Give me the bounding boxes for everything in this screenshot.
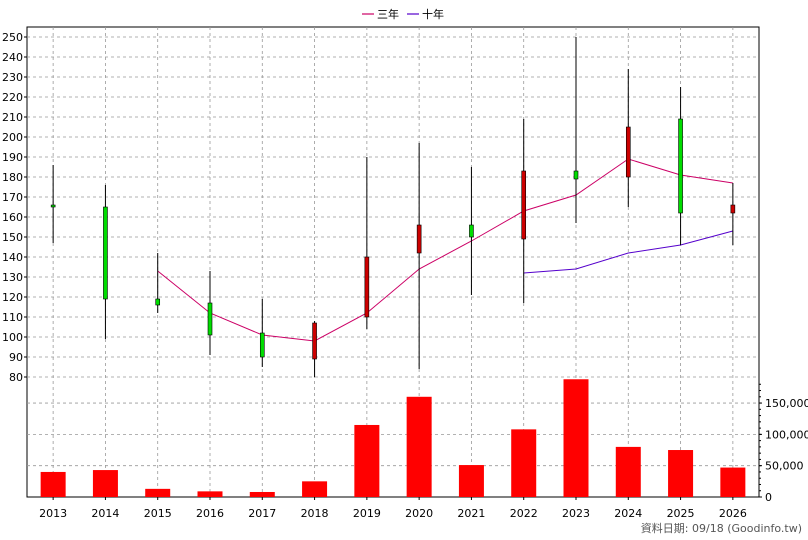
- candle-body: [103, 206, 108, 300]
- volume-axis: 0 50,000 100,000 150,000: [759, 383, 808, 504]
- x-tick-label: 2018: [301, 507, 329, 520]
- candle-body: [207, 302, 213, 336]
- price-tick-label: 150: [2, 231, 23, 244]
- price-tick-label: 220: [2, 91, 23, 104]
- data-date-footer: 資料日期: 09/18 (Goodinfo.tw): [640, 522, 802, 535]
- moving-average-lines: [157, 158, 733, 342]
- x-tick-label: 2022: [510, 507, 538, 520]
- price-tick-label: 140: [2, 251, 23, 264]
- x-tick-label: 2021: [457, 507, 485, 520]
- candle-body: [730, 204, 736, 214]
- price-tick-label: 200: [2, 131, 23, 144]
- x-tick-label: 2017: [248, 507, 276, 520]
- price-tick-label: 190: [2, 151, 23, 164]
- volume-bar: [145, 488, 171, 497]
- price-tick-label: 120: [2, 291, 23, 304]
- price-tick-label: 90: [9, 351, 23, 364]
- volume-bar: [406, 396, 432, 497]
- price-tick-label: 160: [2, 211, 23, 224]
- volume-bar: [302, 481, 328, 497]
- volume-bar: [563, 379, 589, 497]
- volume-bar: [354, 424, 380, 497]
- volume-tick-label: 50,000: [765, 460, 804, 473]
- price-axis: 80 90 100 110 120 130 140 150 160 170 180 190 200 210…: [2, 31, 27, 384]
- x-axis: 2013 2014 2015 2016 2017 2018 2019 2020 2021 2022…: [39, 497, 747, 520]
- price-tick-label: 240: [2, 51, 23, 64]
- price-tick-label: 170: [2, 191, 23, 204]
- volume-bar: [92, 470, 118, 497]
- x-tick-label: 2016: [196, 507, 224, 520]
- candle-body: [364, 256, 370, 318]
- price-tick-label: 130: [2, 271, 23, 284]
- legend-label: 三年: [377, 7, 399, 21]
- volume-bar: [668, 450, 694, 497]
- volume-bars: [40, 379, 746, 497]
- volume-tick-label: 0: [765, 491, 772, 504]
- candle-body: [50, 204, 56, 208]
- candle-body: [678, 118, 683, 214]
- plot-frame: [26, 26, 760, 498]
- volume-bar: [511, 429, 537, 497]
- price-tick-label: 180: [2, 171, 23, 184]
- x-tick-label: 2026: [719, 507, 747, 520]
- price-tick-label: 100: [2, 331, 23, 344]
- candle-body: [521, 170, 527, 240]
- candle-body: [259, 332, 265, 358]
- x-tick-label: 2014: [91, 507, 119, 520]
- volume-bar: [615, 446, 641, 497]
- candle-body: [416, 224, 422, 254]
- price-tick-label: 80: [9, 371, 23, 384]
- volume-bar: [720, 467, 746, 497]
- candle-body: [573, 170, 579, 180]
- x-tick-label: 2015: [144, 507, 172, 520]
- volume-bar: [249, 491, 275, 497]
- x-tick-label: 2025: [667, 507, 695, 520]
- volume-bar: [197, 491, 223, 497]
- volume-tick-label: 150,000: [765, 397, 808, 410]
- legend-label: 十年: [422, 7, 444, 21]
- candle-body: [469, 224, 474, 238]
- price-tick-label: 210: [2, 111, 23, 124]
- price-tick-label: 250: [2, 31, 23, 44]
- candles: [50, 37, 736, 377]
- candle-body: [312, 322, 317, 360]
- volume-bar: [458, 465, 484, 497]
- series-line-three-year: [157, 158, 733, 342]
- price-tick-label: 230: [2, 71, 23, 84]
- x-tick-label: 2020: [405, 507, 433, 520]
- volume-bar: [40, 471, 66, 497]
- legend: 三年 十年: [362, 7, 444, 21]
- candle-body: [155, 298, 161, 306]
- x-tick-label: 2019: [353, 507, 381, 520]
- volume-tick-label: 100,000: [765, 428, 808, 441]
- x-tick-label: 2023: [562, 507, 590, 520]
- x-tick-label: 2013: [39, 507, 67, 520]
- x-tick-label: 2024: [614, 507, 642, 520]
- series-line-ten-year: [523, 230, 733, 274]
- candle-body: [625, 126, 631, 178]
- grid: [27, 27, 759, 497]
- price-tick-label: 110: [2, 311, 23, 324]
